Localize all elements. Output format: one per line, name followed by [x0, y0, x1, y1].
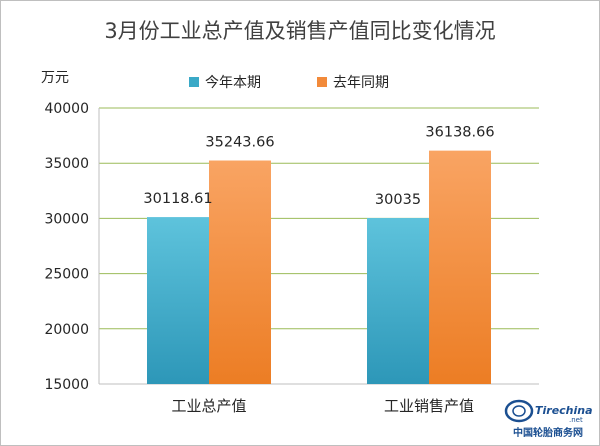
y-axis-unit-label: 万元 — [41, 70, 69, 86]
watermark-logo-suffix: .net — [569, 416, 583, 424]
bar — [367, 218, 429, 384]
legend-swatch-previous — [317, 77, 327, 87]
y-tick-label: 35000 — [44, 156, 89, 172]
watermark-caption: 中国轮胎商务网 — [513, 426, 583, 439]
x-category-label: 工业总产值 — [171, 397, 246, 415]
legend-item-previous: 去年同期 — [317, 72, 389, 92]
y-tick-label: 40000 — [44, 101, 89, 117]
y-tick-label: 25000 — [44, 267, 89, 283]
data-label: 30035 — [375, 192, 421, 208]
chart-title: 3月份工业总产值及销售产值同比变化情况 — [104, 19, 496, 43]
watermark-logo: Tirechina .net 中国轮胎商务网 — [499, 397, 595, 441]
legend-label-previous: 去年同期 — [333, 75, 389, 91]
y-tick-label: 20000 — [44, 322, 89, 338]
x-category-label: 工业销售产值 — [384, 397, 474, 415]
y-tick-label: 15000 — [44, 377, 89, 393]
data-label: 36138.66 — [425, 125, 494, 141]
bar — [147, 217, 209, 384]
data-label: 30118.61 — [143, 191, 212, 207]
bar — [209, 160, 271, 384]
legend-swatch-current — [189, 77, 199, 87]
bar — [429, 150, 491, 384]
data-label: 35243.66 — [205, 135, 274, 151]
legend-label-current: 今年本期 — [205, 75, 261, 91]
watermark-logo-text: Tirechina — [535, 404, 593, 417]
y-tick-label: 30000 — [44, 211, 89, 227]
legend-item-current: 今年本期 — [189, 72, 261, 92]
